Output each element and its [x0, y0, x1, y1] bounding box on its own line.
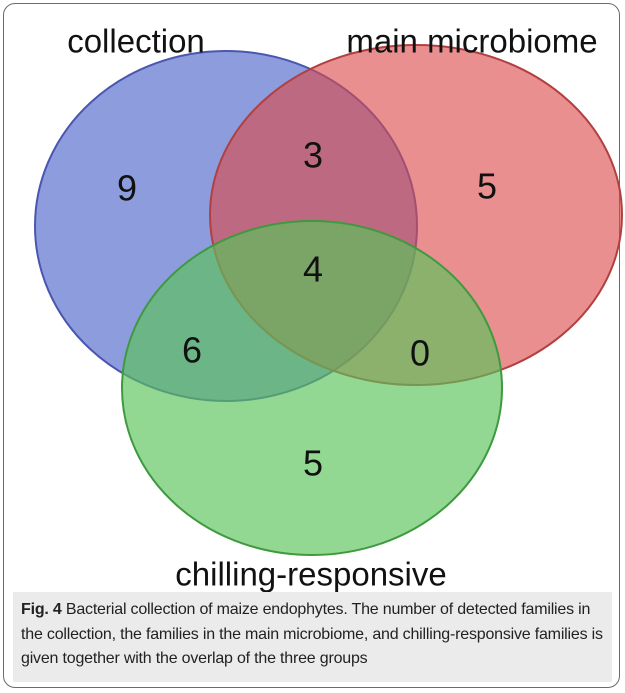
caption-label: Fig. 4	[21, 601, 62, 618]
figure-caption: Fig. 4 Bacterial collection of maize end…	[13, 592, 612, 682]
set-label: chilling-responsive	[175, 556, 446, 593]
region-count: 6	[182, 330, 202, 371]
region-count: 4	[303, 249, 323, 290]
region-count: 5	[303, 443, 323, 484]
region-count: 5	[477, 166, 497, 207]
region-count: 0	[410, 333, 430, 374]
caption-text: Bacterial collection of maize endophytes…	[21, 601, 603, 667]
set-label: main microbiome	[346, 23, 597, 60]
figure-frame	[3, 3, 620, 688]
chilling-responsive-circle	[121, 220, 503, 556]
region-count: 9	[117, 168, 137, 209]
set-label: collection	[67, 23, 205, 60]
region-count: 3	[303, 135, 323, 176]
